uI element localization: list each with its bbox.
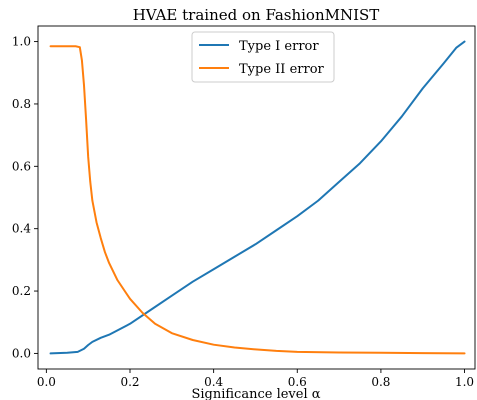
x-tick-label: 0.8 <box>371 375 390 389</box>
y-tick-label: 1.0 <box>12 35 31 49</box>
series-lines <box>49 40 466 355</box>
x-tick-label: 0.4 <box>204 375 223 389</box>
x-axis-ticks: 0.0 0.2 0.4 0.6 0.8 1.0 <box>37 369 474 389</box>
y-tick-label: 0.6 <box>12 159 31 173</box>
y-tick-label: 0.0 <box>12 346 31 360</box>
x-tick-label: 1.0 <box>455 375 474 389</box>
series-line-type-i-error <box>49 40 466 355</box>
x-tick-label: 0.2 <box>120 375 139 389</box>
y-tick-label: 0.4 <box>12 222 31 236</box>
legend-label-type-ii: Type II error <box>239 62 325 77</box>
chart-title: HVAE trained on FashionMNIST <box>133 6 380 24</box>
x-tick-label: 0.0 <box>37 375 56 389</box>
y-axis-ticks: 0.0 0.2 0.4 0.6 0.8 1.0 <box>12 35 38 360</box>
series-line-type-ii-error <box>49 45 466 355</box>
x-tick-label: 0.6 <box>288 375 307 389</box>
y-tick-label: 0.2 <box>12 284 31 298</box>
plot-area <box>37 25 476 370</box>
legend: Type I error Type II error <box>191 31 335 83</box>
y-tick-label: 0.8 <box>12 97 31 111</box>
legend-label-type-i: Type I error <box>239 39 319 54</box>
x-axis-label: Significance level α <box>191 387 320 400</box>
